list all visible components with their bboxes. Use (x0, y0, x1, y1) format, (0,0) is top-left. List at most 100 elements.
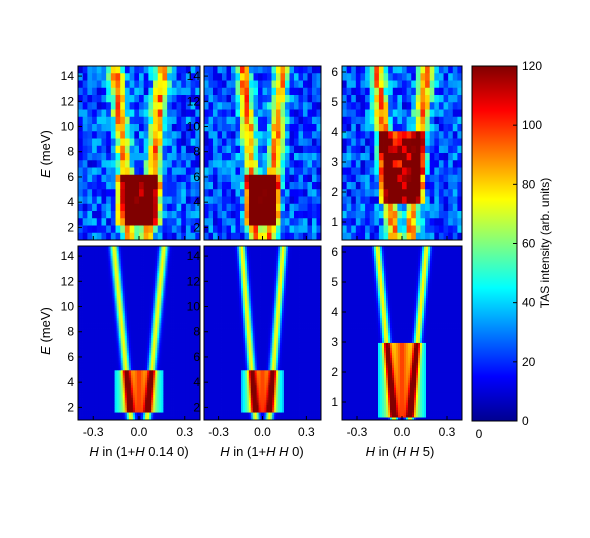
heat-cell (145, 265, 148, 269)
heat-cell (110, 330, 113, 334)
heat-cell (153, 211, 159, 219)
heat-cell (141, 333, 144, 336)
heat-cell (204, 95, 209, 103)
heat-cell (151, 397, 154, 401)
heat-cell (141, 290, 144, 294)
heat-cell (92, 362, 95, 366)
heat-cell (415, 138, 421, 147)
heat-cell (406, 174, 412, 183)
heat-cell (157, 189, 163, 197)
heat-cell (129, 73, 135, 81)
heat-cell (104, 402, 107, 406)
heat-cell (134, 73, 140, 81)
heat-cell (100, 253, 103, 257)
heat-cell (240, 189, 245, 197)
heat-cell (374, 153, 380, 161)
heat-cell (195, 87, 201, 96)
heat-cell (415, 225, 421, 234)
heat-cell (106, 397, 109, 401)
heat-cell (96, 375, 99, 379)
heat-cell (271, 160, 277, 168)
heat-cell (102, 325, 105, 329)
heat-cell (312, 102, 317, 110)
heat-cell (434, 167, 440, 176)
heat-cell (145, 298, 148, 302)
heat-cell (108, 402, 111, 406)
heat-cell (271, 138, 277, 147)
heat-cell (388, 153, 394, 161)
heat-cell (78, 320, 81, 324)
heat-cell (342, 174, 348, 183)
heat-cell (90, 260, 93, 264)
heat-cell (222, 174, 227, 183)
heat-cell (141, 387, 144, 391)
heat-cell (149, 300, 152, 304)
heat-cell (351, 116, 357, 125)
heat-cell (176, 138, 182, 147)
heat-cell (378, 124, 384, 132)
heat-cell (124, 328, 128, 331)
heat-cell (244, 218, 250, 226)
heat-cell (124, 167, 131, 176)
heat-cell (342, 131, 348, 139)
heat-cell (102, 260, 105, 264)
heat-cell (149, 400, 152, 403)
heat-cell (114, 337, 118, 341)
heat-cell (86, 246, 89, 249)
heat-cell (102, 328, 105, 331)
heat-cell (124, 360, 128, 364)
heat-cell (134, 295, 138, 299)
heat-cell (92, 328, 95, 331)
heat-cell (92, 300, 95, 304)
heat-cell (406, 196, 412, 205)
heat-cell (139, 362, 142, 366)
heat-cell (155, 283, 158, 287)
heat-cell (114, 273, 118, 277)
heat-cell (285, 211, 290, 219)
heat-cell (92, 160, 98, 168)
heat-cell (130, 250, 134, 254)
heat-cell (78, 407, 81, 411)
heat-cell (147, 290, 150, 294)
heat-cell (134, 345, 138, 349)
heat-cell (157, 66, 163, 74)
heat-cell (118, 390, 122, 394)
heat-cell (185, 189, 192, 197)
heat-cell (217, 66, 223, 74)
heat-cell (267, 182, 272, 190)
heat-cell (110, 417, 113, 421)
heat-cell (134, 400, 138, 403)
heat-cell (448, 116, 454, 125)
heat-cell (213, 116, 218, 125)
heat-cell (139, 196, 145, 205)
heat-cell (122, 347, 126, 351)
heat-cell (346, 182, 352, 190)
heat-cell (90, 278, 93, 282)
heat-cell (244, 174, 250, 183)
heat-cell (360, 153, 366, 161)
heat-cell (112, 288, 115, 292)
heat-cell (145, 253, 148, 257)
heat-cell (80, 387, 83, 391)
heat-cell (114, 410, 118, 413)
heat-cell (112, 345, 115, 349)
heat-cell (149, 330, 152, 334)
heat-cell (342, 160, 348, 168)
heat-cell (406, 109, 412, 118)
heat-cell (132, 357, 136, 361)
heat-cell (126, 400, 130, 403)
heat-cell (106, 80, 112, 89)
heat-cell (425, 66, 431, 74)
heat-cell (130, 390, 134, 394)
heat-cell (415, 174, 421, 183)
heat-cell (128, 325, 132, 329)
heat-cell (249, 167, 254, 176)
heat-cell (222, 109, 227, 118)
heat-cell (155, 280, 158, 284)
heat-cell (88, 355, 91, 359)
heat-cell (112, 265, 115, 269)
heat-cell (411, 145, 417, 154)
heat-cell (102, 402, 105, 406)
heat-cell (106, 412, 109, 416)
heat-cell (78, 263, 81, 267)
